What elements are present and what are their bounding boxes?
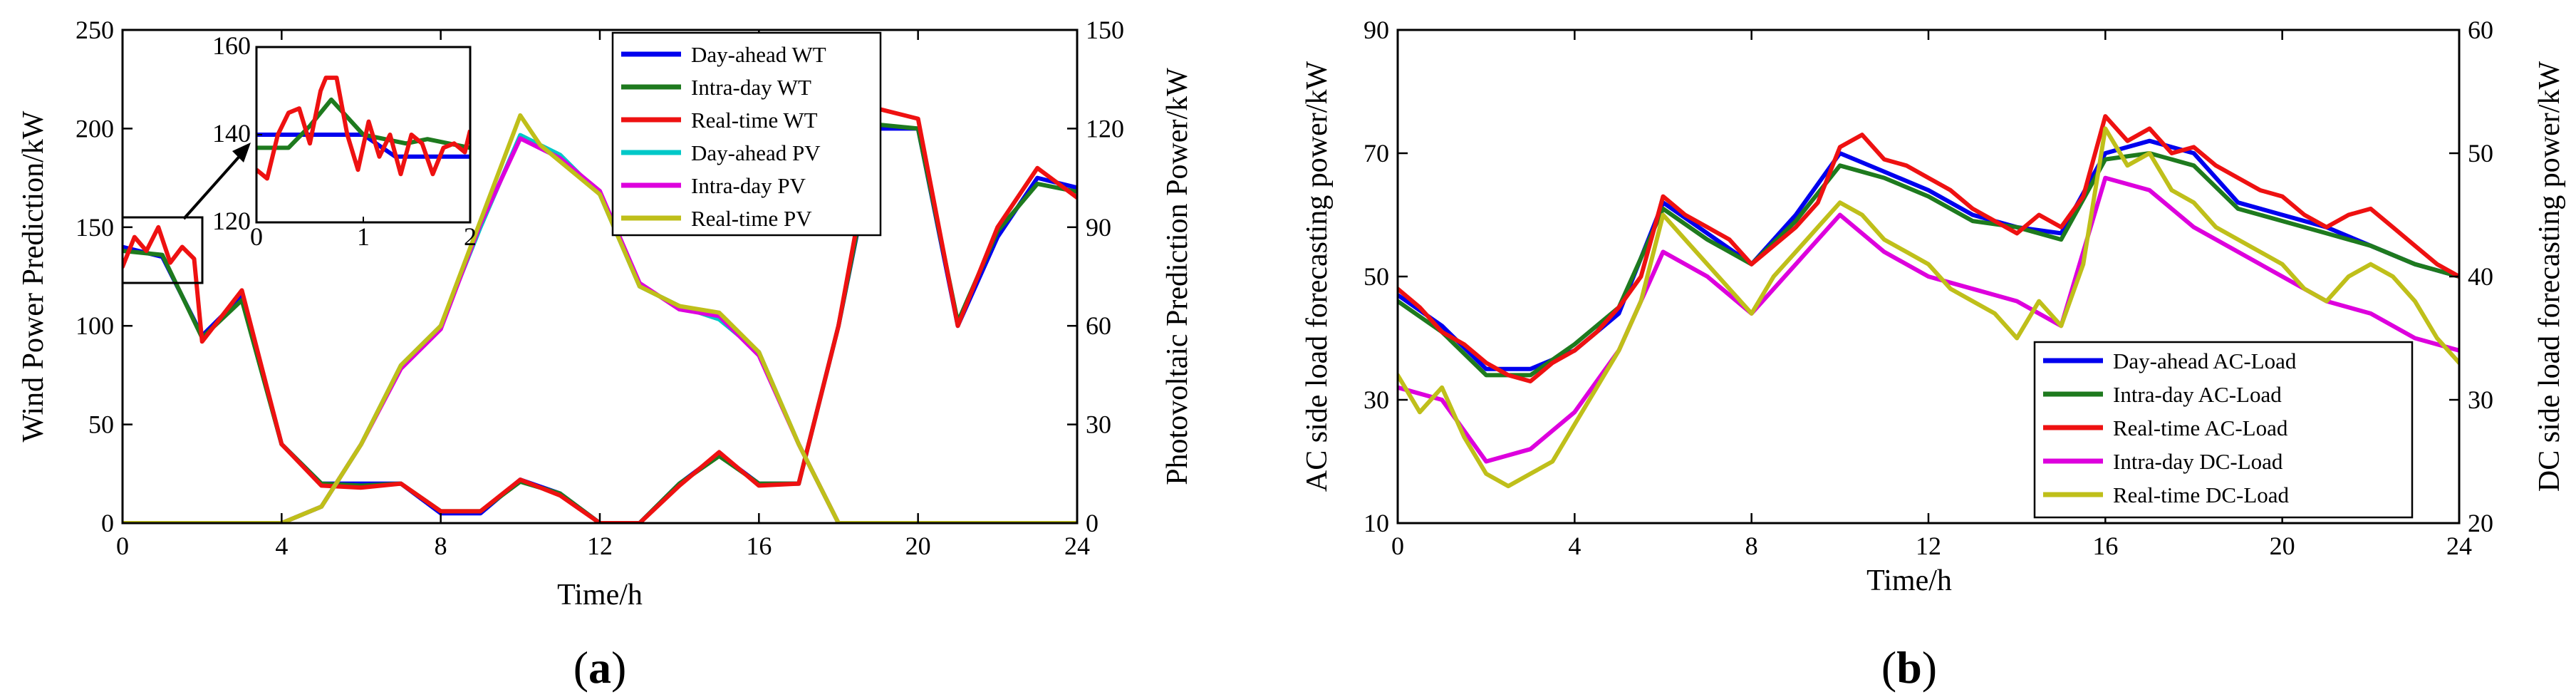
panel-b-left-tick-label: 70 [1364,139,1389,167]
panel-b-x-tick-label: 24 [2446,532,2472,560]
panel-a-right-axis-label: Photovoltaic Prediction Power/kW [1161,68,1194,485]
panel-b-right-tick-label: 30 [2468,386,2493,414]
panel-a-series-group [123,106,1077,523]
panel-label-a-close: ) [611,642,626,693]
panel-b-legend-label-4: Real-time DC-Load [2113,482,2290,507]
panel-b-x-tick-label: 4 [1568,532,1581,560]
panel-a-inset-ticks: 0 1 2 120 140 160 [212,31,477,251]
panel-b-x-tick-label: 12 [1916,532,1941,560]
panel-a-x-tick-label: 0 [116,532,129,560]
panel-a-left-tick-label: 50 [88,411,114,439]
panel-b-legend-label-0: Day-ahead AC-Load [2113,348,2297,373]
panel-a-zoom-arrow [182,152,244,220]
panel-label-b: (b) [1881,642,1937,693]
panel-a-left-axis-label: Wind Power Prediction/kW [17,110,50,442]
panel-a-inset-x-tick-label: 1 [357,222,370,251]
panel-b-legend-label-2: Real-time AC-Load [2113,415,2288,440]
panel-a-series-line-2 [123,106,1077,523]
panel-a-inset-x-tick-label: 0 [250,222,263,251]
panel-b-x-tick-label: 20 [2270,532,2295,560]
arrow-head-icon [232,143,251,162]
panel-a-legend [611,31,882,237]
panel-label-b-letter: b [1896,642,1922,693]
panel-b-left-tick-label: 30 [1364,386,1389,414]
panel-b-series-line-0 [1398,138,2459,371]
panel-b-right-axis-label: DC side load forecasting power/kW [2533,61,2566,492]
panel-b-right-tick-label: 40 [2468,262,2493,291]
panel-b-right-tick-label: 20 [2468,509,2493,537]
panel-b-legend-label-3: Intra-day DC-Load [2113,449,2283,474]
panel-a-right-tick-label: 150 [1086,16,1124,44]
panel-a-x-tick-label: 4 [275,532,288,560]
panel-b-x-tick-label: 8 [1745,532,1758,560]
panel-a-left-tick-label: 100 [76,311,114,340]
panel-b-x-tick-label: 16 [2092,532,2118,560]
panel-a-x-tick-label: 12 [587,532,613,560]
panel-b-x-tick-label: 0 [1391,532,1404,560]
panel-a-x-tick-label: 24 [1064,532,1090,560]
panel-label-a-open: ( [573,642,588,693]
panel-a-x-tick-label: 20 [905,532,931,560]
panel-a-right-tick-label: 30 [1086,411,1111,439]
panel-a-right-tick-label: 60 [1086,311,1111,340]
panel-label-a-letter: a [588,642,611,693]
panel-label-b-open: ( [1881,642,1896,693]
panel-a-left-tick-label: 0 [101,509,114,537]
panel-b-left-tick-label: 10 [1364,509,1389,537]
panel-a-left-tick-label: 150 [76,213,114,242]
panel-a-right-tick-label: 90 [1086,213,1111,242]
panel-b-left-tick-label: 90 [1364,16,1389,44]
panel-a-left-tick-label: 200 [76,114,114,143]
panel-a-chart: 0 4 8 12 16 20 240501001502002500306090120150 … [17,16,1194,611]
panel-b-series-group [1398,114,2459,489]
panel-a-legend-label-3: Day-ahead PV [691,140,821,165]
panel-b-x-axis-label: Time/h [1866,564,1952,597]
panel-a-inset-x-tick-label: 2 [464,222,477,251]
panel-b-left-axis-label: AC side load forecasting power/kW [1301,61,1334,492]
panel-a-x-tick-label: 16 [746,532,772,560]
panel-a-inset-series-line-2 [256,76,470,181]
panel-b-series-line-3 [1398,175,2459,464]
panel-b-series-line-1 [1398,151,2459,378]
panel-a-legend-label-1: Intra-day WT [691,75,811,100]
panel-label-a: (a) [573,642,627,693]
panel-a-zoom-box [121,216,204,284]
panel-label-b-close: ) [1922,642,1937,693]
panel-a-inset-series-group [256,76,470,181]
panel-a-legend-entries: Day-ahead WT Intra-day WT Real-time WT Day-… [621,42,826,231]
panel-b-series-line-4 [1398,126,2459,489]
panel-a-inset-y-tick-label: 140 [212,119,251,148]
panel-a-legend-label-5: Real-time PV [691,206,812,231]
panel-a-inset-y-tick-label: 120 [212,207,251,235]
panel-a-x-axis-label: Time/h [557,579,643,611]
panel-a-x-tick-label: 8 [435,532,447,560]
panel-b-right-tick-label: 50 [2468,139,2493,167]
panel-a-right-tick-label: 0 [1086,509,1099,537]
panel-b-left-tick-label: 50 [1364,262,1389,291]
panel-a-inset-series-line-1 [256,97,470,150]
panel-b-series-line-2 [1398,114,2459,383]
panel-a-legend-label-2: Real-time WT [691,108,818,133]
panel-a-legend-label-4: Intra-day PV [691,173,806,198]
panel-a-inset-y-tick-label: 160 [212,31,251,60]
panel-b-legend-entries: Day-ahead AC-Load Intra-day AC-Load Real-t… [2043,348,2297,507]
panel-b-legend-label-1: Intra-day AC-Load [2113,382,2282,407]
panel-a-legend-label-0: Day-ahead WT [691,42,826,67]
panel-a-right-tick-label: 120 [1086,114,1124,143]
panel-b-right-tick-label: 60 [2468,16,2493,44]
panel-a-left-tick-label: 250 [76,16,114,44]
panel-a-series-line-5 [123,113,1077,523]
